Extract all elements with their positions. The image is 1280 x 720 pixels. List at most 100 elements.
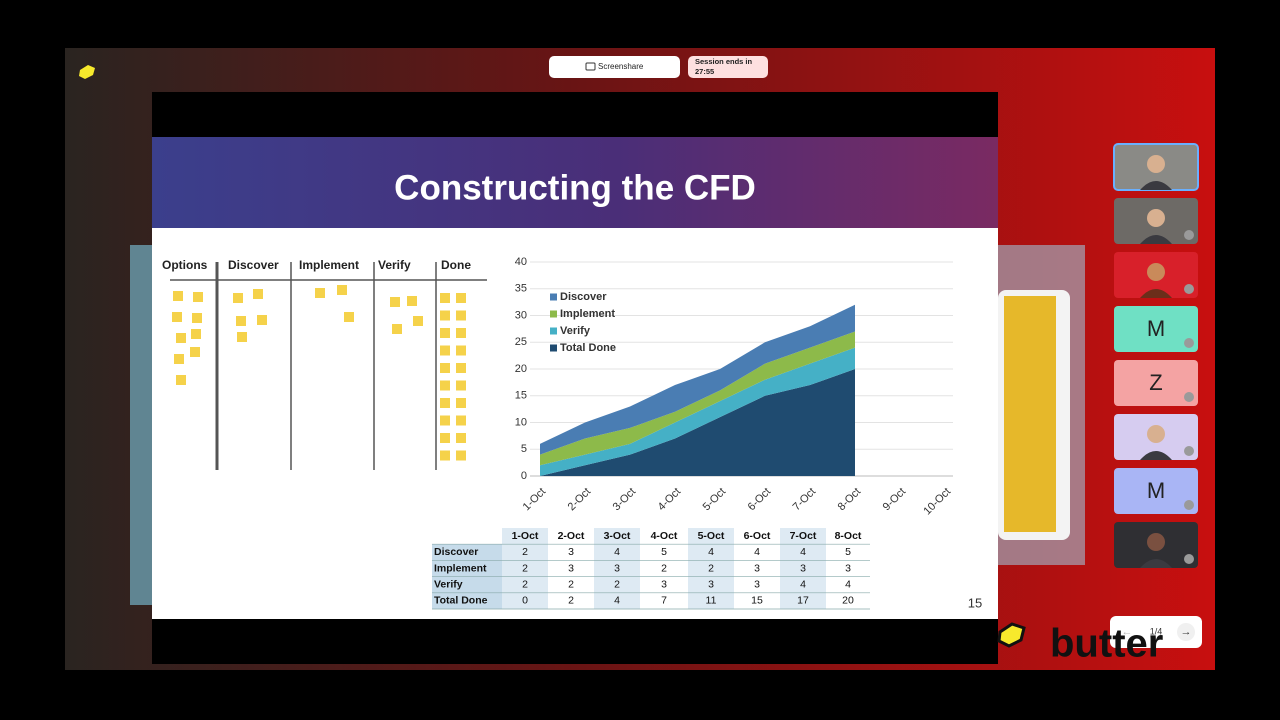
legend-label: Verify — [560, 325, 591, 337]
table-row-label: Total Done — [434, 595, 488, 607]
table-column-shade — [640, 528, 688, 609]
table-cell: 4 — [754, 546, 760, 558]
sticky-note — [392, 324, 402, 334]
table-cell: 3 — [661, 578, 667, 590]
column-header: Options — [162, 258, 208, 272]
table-cell: 2 — [522, 546, 528, 558]
participant-tile[interactable] — [1114, 306, 1198, 352]
pager: ← 1/4 → — [1110, 616, 1202, 648]
mic-icon — [1184, 554, 1194, 564]
table-cell: 4 — [708, 546, 714, 558]
sticky-note — [456, 415, 466, 426]
participant-initial: M — [1147, 478, 1165, 503]
backdrop-art — [1004, 296, 1056, 532]
participant-tile[interactable] — [1114, 468, 1198, 514]
table-cell: 7 — [661, 595, 667, 607]
pager-label: 1/4 — [1150, 626, 1163, 636]
sticky-note — [236, 316, 246, 326]
legend-swatch — [550, 344, 557, 352]
legend-swatch — [550, 293, 557, 301]
y-tick-label: 15 — [515, 390, 527, 402]
sticky-note — [237, 332, 247, 342]
table-cell: 3 — [568, 562, 574, 574]
participant-head — [1147, 155, 1165, 173]
table-cell: 2 — [708, 562, 714, 574]
participant-head — [1147, 533, 1165, 551]
sticky-note — [407, 296, 417, 306]
y-tick-label: 10 — [515, 416, 527, 428]
participant-head — [1147, 425, 1165, 443]
sticky-note — [172, 312, 182, 322]
sticky-note — [174, 354, 184, 364]
sticky-note — [456, 380, 466, 391]
sticky-note — [315, 288, 325, 298]
table-cell: 5 — [661, 546, 667, 558]
mic-icon — [1184, 392, 1194, 402]
next-button[interactable] — [1177, 623, 1195, 641]
table-column-shade — [780, 528, 826, 609]
table-header: 1-Oct — [512, 530, 539, 542]
participant-body — [1140, 451, 1172, 460]
y-tick-label: 5 — [521, 443, 527, 455]
sticky-note — [257, 315, 267, 325]
sticky-note — [191, 329, 201, 339]
area — [540, 331, 855, 466]
sticky-note — [456, 450, 466, 461]
table-cell: 2 — [522, 562, 528, 574]
table-cell: 2 — [614, 578, 620, 590]
table-header: 6-Oct — [744, 530, 771, 542]
sticky-note — [440, 293, 450, 303]
sticky-note — [440, 398, 450, 408]
table-cell: 20 — [842, 595, 854, 607]
column-header: Discover — [228, 258, 279, 272]
y-tick-label: 40 — [515, 256, 527, 268]
table-cell: 4 — [845, 578, 851, 590]
table-cell: 15 — [751, 595, 763, 607]
table-row-label: Verify — [434, 578, 463, 590]
participant-initial: Z — [1149, 370, 1162, 395]
table-header: 7-Oct — [790, 530, 817, 542]
brand-logo — [997, 622, 1026, 648]
sticky-note — [456, 398, 466, 408]
table-cell: 3 — [568, 546, 574, 558]
participant-body — [1140, 181, 1172, 190]
next-arrow[interactable]: → — [1181, 626, 1192, 638]
table-header: 5-Oct — [698, 530, 725, 542]
mic-icon — [1184, 230, 1194, 240]
table-header: 3-Oct — [604, 530, 631, 542]
sticky-note — [440, 328, 450, 338]
sticky-note — [344, 312, 354, 322]
sticky-note — [193, 292, 203, 302]
table-cell: 2 — [568, 595, 574, 607]
sticky-note — [440, 450, 450, 461]
mic-icon — [1184, 338, 1194, 348]
slide-header — [152, 137, 998, 228]
table-header: 8-Oct — [835, 530, 862, 542]
legend-label: Total Done — [560, 342, 616, 354]
participant-body — [1140, 235, 1172, 244]
table-column-shade — [502, 528, 548, 609]
brand-name: butter — [1050, 622, 1163, 666]
prev-arrow[interactable]: ← — [1122, 626, 1133, 638]
screenshare-label[interactable]: Screenshare — [598, 62, 644, 71]
table-cell: 4 — [614, 546, 620, 558]
sticky-note — [440, 433, 450, 443]
mic-icon — [1184, 446, 1194, 456]
column-header: Verify — [378, 258, 411, 272]
app-logo[interactable] — [79, 65, 95, 79]
sticky-note — [190, 347, 200, 357]
mic-icon — [1184, 284, 1194, 294]
legend-swatch — [550, 327, 557, 335]
table-cell: 5 — [845, 546, 851, 558]
sticky-note — [192, 313, 202, 323]
table-column-shade — [688, 528, 734, 609]
screenshare-button[interactable]: Screenshare — [549, 56, 680, 78]
table-column-shade — [734, 528, 780, 609]
sticky-note — [440, 380, 450, 391]
sticky-note — [253, 289, 263, 299]
session-label: Session ends in — [695, 57, 753, 66]
table-column-shade — [548, 528, 594, 609]
participant-tile[interactable] — [1114, 360, 1198, 406]
column-header: Done — [441, 258, 471, 272]
